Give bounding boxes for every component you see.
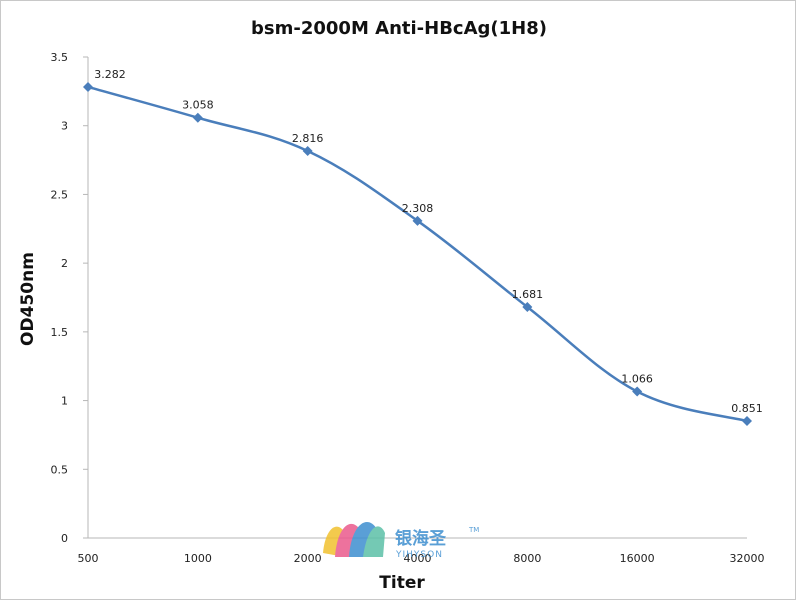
data-point-marker	[83, 81, 93, 92]
x-tick-label: 500	[78, 552, 99, 565]
y-axis-ticks: 0 0.5 1 1.5 2 2.5 3 3.5	[51, 51, 88, 545]
data-labels: 3.282 3.058 2.816 2.308 1.681 1.066 0.851	[94, 68, 763, 415]
data-label: 3.058	[182, 99, 214, 112]
x-axis-ticks: 500 1000 2000 4000 8000 16000 32000	[78, 552, 765, 565]
x-tick-label: 32000	[730, 552, 765, 565]
series-line	[87, 85, 748, 423]
data-label: 3.282	[94, 68, 126, 81]
data-label: 2.816	[292, 132, 324, 145]
y-tick-label: 0	[61, 532, 68, 545]
watermark-brand-en: YIHYSON	[395, 550, 443, 560]
x-tick-label: 2000	[294, 552, 322, 565]
watermark-brand-cn: 银海圣	[395, 528, 447, 549]
series-markers	[83, 81, 752, 427]
y-tick-label: 3.5	[51, 51, 69, 64]
x-tick-label: 16000	[620, 552, 655, 565]
data-label: 0.851	[731, 402, 763, 415]
y-tick-label: 1.5	[51, 326, 69, 339]
yihyson-logo-icon	[323, 521, 385, 557]
data-point-marker	[302, 146, 313, 157]
y-tick-label: 1	[61, 395, 68, 408]
y-tick-label: 2.5	[51, 188, 69, 201]
x-tick-label: 8000	[513, 552, 541, 565]
data-point-marker	[522, 301, 533, 312]
data-label: 1.681	[512, 288, 544, 301]
yihyson-watermark: 银海圣 TM YIHYSON	[323, 521, 479, 560]
x-tick-label: 1000	[184, 552, 212, 565]
y-axis-title: OD450nm	[18, 252, 38, 346]
y-tick-label: 3	[61, 120, 68, 133]
x-axis-title: Titer	[379, 573, 425, 593]
data-label: 1.066	[621, 373, 653, 386]
y-tick-label: 0.5	[51, 463, 69, 476]
data-label: 2.308	[402, 202, 434, 215]
data-point-marker	[412, 215, 423, 226]
data-point-marker	[192, 112, 203, 123]
data-point-marker	[742, 416, 752, 427]
y-tick-label: 2	[61, 257, 68, 270]
data-point-marker	[632, 386, 643, 397]
x-tick-label: 4000	[404, 552, 432, 565]
watermark-trademark: TM	[468, 526, 479, 534]
chart-title: bsm-2000M Anti-HBcAg(1H8)	[251, 18, 547, 39]
